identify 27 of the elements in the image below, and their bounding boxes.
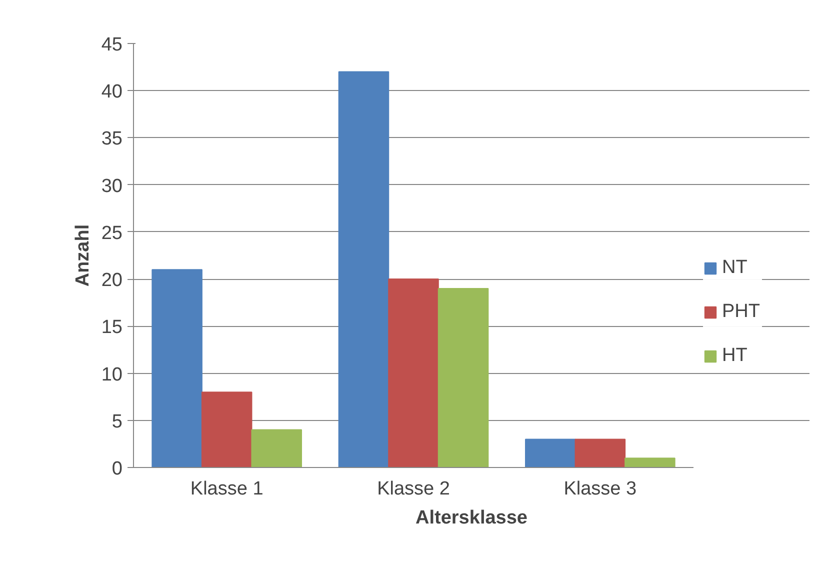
bar <box>338 71 390 468</box>
y-tick-label: 0 <box>112 458 123 480</box>
x-axis-title: Altersklasse <box>416 508 528 528</box>
y-tick-label: 35 <box>101 128 123 150</box>
bar <box>624 458 676 468</box>
y-tick-label: 45 <box>101 34 123 56</box>
x-tick-label: Klasse 3 <box>564 478 637 500</box>
legend-label: PHT <box>722 301 761 323</box>
bar <box>525 438 576 468</box>
bar <box>201 392 252 468</box>
y-tick-label: 20 <box>101 270 123 292</box>
y-tick-label: 5 <box>112 411 123 432</box>
bar <box>251 429 302 468</box>
bar <box>152 269 202 468</box>
bar <box>574 438 626 468</box>
legend-label: HT <box>722 345 748 367</box>
bar <box>438 288 489 468</box>
x-tick-label: Klasse 1 <box>190 478 264 500</box>
y-axis-title: Anzahl <box>72 224 94 287</box>
y-tick-label: 40 <box>101 82 123 103</box>
y-tick-label: 10 <box>101 364 123 386</box>
bar <box>388 278 439 468</box>
y-tick-label: 15 <box>101 317 123 338</box>
x-tick-label: Klasse 2 <box>377 478 450 500</box>
y-tick-label: 25 <box>101 222 123 244</box>
legend-label: NT <box>722 257 748 279</box>
y-tick-label: 30 <box>101 176 123 197</box>
